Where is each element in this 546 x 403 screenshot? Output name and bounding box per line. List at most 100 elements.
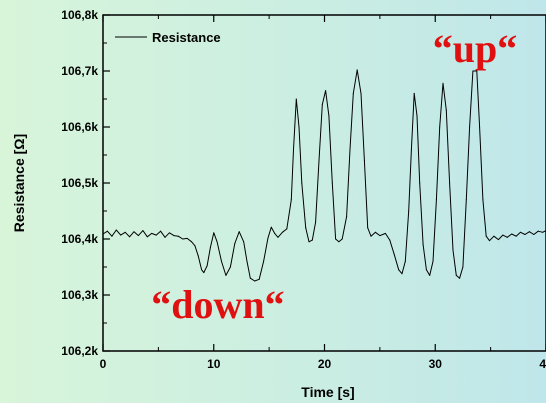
data-point [429, 274, 431, 276]
data-point [445, 109, 447, 111]
data-point [356, 69, 358, 71]
data-point [318, 160, 320, 162]
data-point [489, 240, 491, 242]
data-point [341, 238, 343, 240]
data-point [225, 274, 227, 276]
data-point [321, 104, 323, 106]
data-point [295, 98, 297, 100]
data-point [221, 260, 223, 262]
data-point [410, 148, 412, 150]
data-point [234, 242, 236, 244]
data-point [263, 260, 265, 262]
data-point [216, 241, 218, 243]
data-point [533, 234, 535, 236]
data-point [133, 231, 135, 233]
data-point [524, 234, 526, 236]
data-point [511, 233, 513, 235]
data-point [254, 280, 256, 282]
data-point [182, 238, 184, 240]
data-point [129, 236, 131, 238]
data-point [151, 232, 153, 234]
data-point [311, 239, 313, 241]
data-point [537, 230, 539, 232]
series-line-0 [102, 69, 546, 282]
data-point [315, 221, 317, 223]
data-point [120, 234, 122, 236]
data-point [197, 255, 199, 257]
data-point [243, 241, 245, 243]
data-point [160, 230, 162, 232]
data-point [115, 229, 117, 231]
data-point [432, 260, 434, 262]
data-point [515, 235, 517, 237]
data-point [413, 92, 415, 94]
data-point [360, 92, 362, 94]
data-point [238, 231, 240, 233]
data-point [338, 241, 340, 243]
data-point [352, 92, 354, 94]
data-point [305, 227, 307, 229]
data-point [419, 182, 421, 184]
data-point [106, 230, 108, 232]
x-tick-label: 20 [318, 357, 332, 371]
data-point [393, 254, 395, 256]
y-tick-label: 106,7k [61, 64, 98, 78]
data-point [206, 265, 208, 267]
data-point [168, 232, 170, 234]
data-point [111, 235, 113, 237]
data-point [449, 182, 451, 184]
data-point [346, 216, 348, 218]
data-point [465, 199, 467, 201]
data-point [308, 241, 310, 243]
data-point [124, 231, 126, 233]
data-point [325, 90, 327, 92]
data-point [137, 235, 139, 237]
data-point [229, 266, 231, 268]
data-point [401, 273, 403, 275]
data-point [479, 126, 481, 128]
data-point [203, 272, 205, 274]
data-point [493, 235, 495, 237]
data-point [452, 249, 454, 251]
x-tick-label: 30 [429, 357, 443, 371]
series-layer [102, 69, 546, 282]
data-point [194, 245, 196, 247]
data-point [267, 237, 269, 239]
y-axis-label: Resistance [Ω] [11, 134, 27, 232]
x-axis-label: Time [s] [301, 384, 354, 400]
data-point [246, 260, 248, 262]
data-point [485, 235, 487, 237]
axis-ticks: 0 10 20 30 40 106,2k 106,3k 106,4k 106,5k 106,6k 1… [61, 8, 546, 371]
data-point [286, 228, 288, 230]
data-point [301, 182, 303, 184]
data-point [270, 226, 272, 228]
data-point [186, 237, 188, 239]
data-point [520, 231, 522, 233]
data-point [209, 246, 211, 248]
data-point [363, 160, 365, 162]
y-tick-label: 106,2k [61, 344, 98, 358]
data-point [442, 82, 444, 84]
data-point [274, 232, 276, 234]
data-point [476, 70, 478, 72]
data-point [367, 227, 369, 229]
data-point [142, 230, 144, 232]
data-point [416, 115, 418, 117]
data-point [472, 70, 474, 72]
data-point [455, 274, 457, 276]
y-tick-label: 106,5k [61, 176, 98, 190]
data-point [469, 126, 471, 128]
data-point [173, 235, 175, 237]
data-point [328, 115, 330, 117]
data-point [374, 231, 376, 233]
data-point [370, 235, 372, 237]
data-point [292, 148, 294, 150]
data-point [459, 277, 461, 279]
data-point [331, 182, 333, 184]
legend: Resistance [115, 30, 221, 45]
data-point [335, 238, 337, 240]
legend-label: Resistance [152, 30, 221, 45]
data-point [277, 236, 279, 238]
data-point [439, 126, 441, 128]
